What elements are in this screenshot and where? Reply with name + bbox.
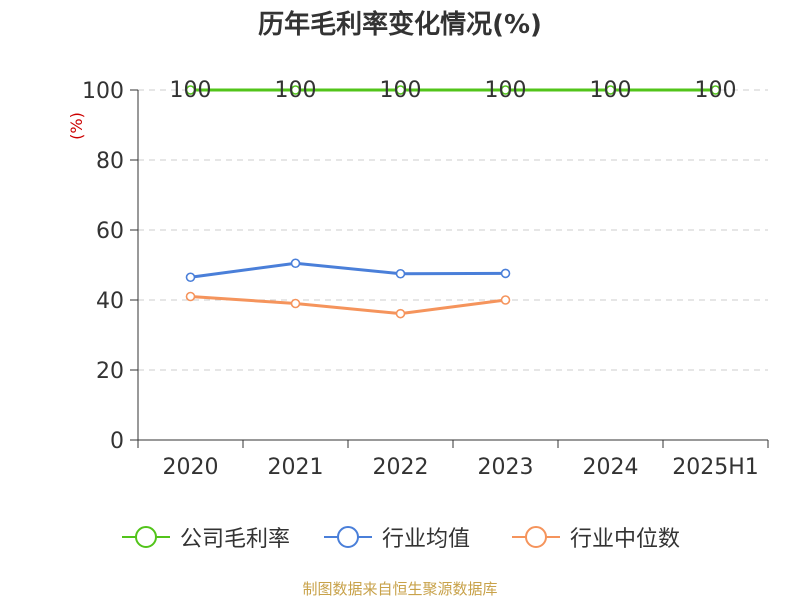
- legend-label: 行业中位数: [570, 527, 681, 552]
- series-line: [190, 261, 506, 279]
- data-point: [185, 291, 196, 302]
- y-tick-label: 60: [96, 219, 124, 244]
- data-point: [395, 85, 406, 95]
- data-point: [185, 85, 196, 95]
- x-tick-label: 2025H1: [672, 455, 759, 480]
- y-tick-label: 20: [96, 359, 124, 384]
- data-label: 100: [485, 78, 527, 103]
- legend-marker-icon: [122, 526, 170, 548]
- legend-label: 公司毛利率: [180, 527, 291, 552]
- x-tick-label: 2023: [478, 455, 534, 480]
- legend-item[interactable]: 行业均值: [322, 520, 470, 554]
- data-point: [710, 85, 721, 95]
- legend-item[interactable]: 公司毛利率: [120, 520, 290, 554]
- data-label: 100: [695, 78, 737, 103]
- x-tick-label: 2021: [268, 455, 324, 480]
- legend-marker-icon: [512, 526, 560, 548]
- data-point: [500, 268, 511, 279]
- source-note: 制图数据来自恒生聚源数据库: [302, 580, 498, 598]
- data-point: [290, 298, 301, 309]
- y-tick-label: 40: [96, 289, 124, 314]
- legend-marker-icon: [324, 526, 372, 548]
- data-point: [500, 295, 511, 305]
- series-line: [190, 295, 506, 316]
- data-label: 100: [590, 78, 632, 103]
- data-point: [395, 308, 406, 319]
- plot-area: 0 20 40 60 80 100 2020 2021 2022 2023 2024 2025H1 (%…: [67, 78, 769, 480]
- data-label: 100: [380, 78, 422, 103]
- legend-item[interactable]: 行业中位数: [510, 520, 680, 554]
- legend-label: 行业均值: [382, 527, 471, 552]
- data-point: [290, 85, 301, 95]
- chart-title: 历年毛利率变化情况(%): [258, 10, 542, 40]
- y-tick-label: 100: [82, 79, 124, 104]
- data-label: 100: [170, 78, 212, 103]
- y-tick-label: 80: [96, 149, 124, 174]
- x-tick-label: 2020: [163, 455, 219, 480]
- y-axis-label: (%): [67, 112, 86, 140]
- data-point: [395, 268, 406, 279]
- x-tick-label: 2024: [583, 455, 639, 480]
- data-point: [185, 272, 196, 283]
- data-point: [605, 85, 616, 95]
- x-tick-label: 2022: [373, 455, 429, 480]
- data-point: [500, 85, 511, 95]
- data-point: [290, 258, 301, 269]
- data-label: 100: [275, 78, 317, 103]
- y-tick-label: 0: [110, 429, 124, 454]
- legend: 公司毛利率 行业均值 行业中位数: [0, 520, 800, 554]
